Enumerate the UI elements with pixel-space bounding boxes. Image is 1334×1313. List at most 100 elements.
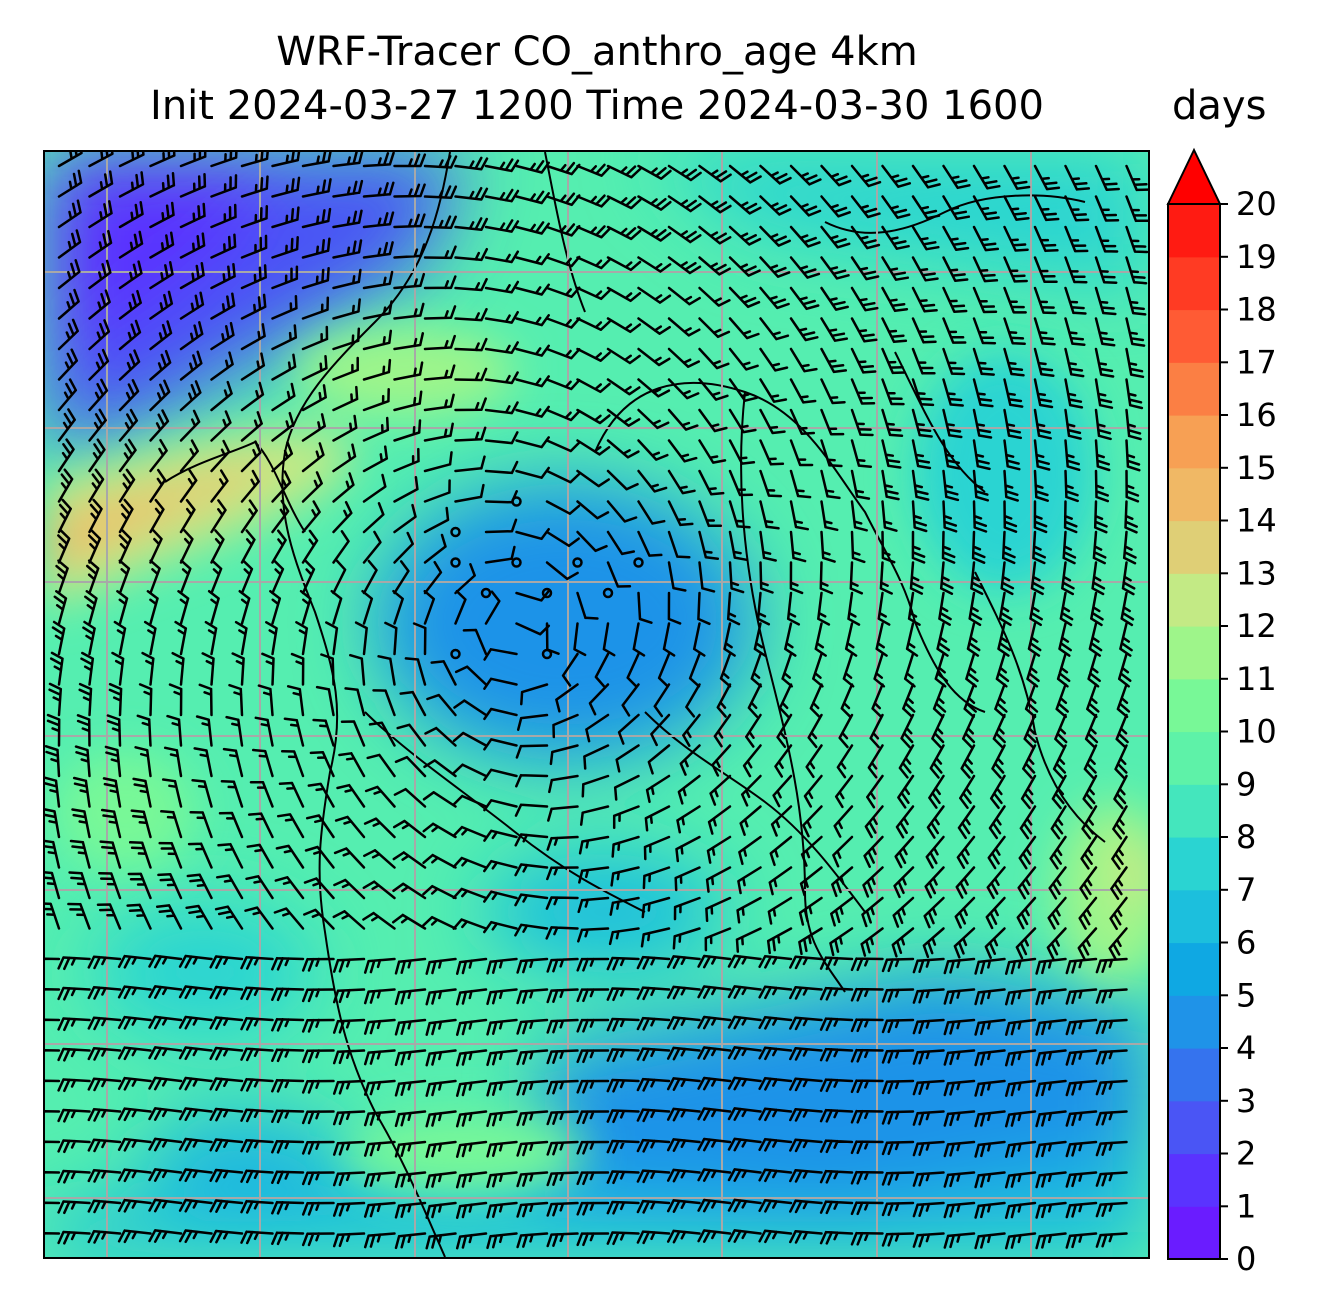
wind-barb xyxy=(547,805,579,822)
wind-barb xyxy=(1094,469,1110,503)
wind-barb xyxy=(486,1232,518,1250)
wind-barb xyxy=(1125,317,1146,347)
wind-barb xyxy=(1094,408,1112,441)
wind-barb xyxy=(271,529,287,564)
wind-barb xyxy=(127,872,152,900)
wind-barb xyxy=(831,866,854,898)
wind-barb xyxy=(697,1198,732,1213)
wind-barb xyxy=(240,1077,274,1092)
wind-barb xyxy=(454,426,487,442)
wind-barb xyxy=(332,910,366,930)
wind-barb xyxy=(772,774,793,808)
wind-barb xyxy=(332,1171,366,1187)
wind-barb xyxy=(576,194,612,208)
wind-barb xyxy=(210,410,232,442)
wind-barb xyxy=(57,408,76,442)
wind-barb xyxy=(650,713,671,747)
wind-barb xyxy=(87,1016,122,1031)
wind-barb xyxy=(57,1139,91,1154)
wind-barb xyxy=(576,500,610,520)
wind-barb xyxy=(483,859,518,873)
wind-barb xyxy=(118,319,142,351)
wind-barb xyxy=(1064,439,1081,472)
wind-barb xyxy=(606,956,640,971)
wind-barb xyxy=(362,387,390,412)
wind-barb xyxy=(1059,591,1074,627)
wind-barb xyxy=(362,329,393,351)
wind-barb xyxy=(546,1232,579,1248)
wind-barb xyxy=(666,1168,701,1183)
wind-barb xyxy=(209,1229,244,1244)
wind-barb xyxy=(573,622,587,657)
wind-barb xyxy=(1000,561,1015,596)
wind-barb xyxy=(363,1110,396,1127)
wind-barb xyxy=(545,192,581,207)
wind-barb xyxy=(1094,347,1115,378)
wind-barb xyxy=(349,653,366,686)
wind-barb xyxy=(394,1110,427,1128)
wind-barb xyxy=(1115,713,1129,749)
wind-barb xyxy=(301,1049,335,1064)
wind-barb xyxy=(758,985,793,1000)
wind-barb xyxy=(117,1046,152,1061)
wind-barb xyxy=(271,152,301,168)
wind-barb xyxy=(786,591,801,626)
wind-barb xyxy=(361,589,374,625)
wind-barb xyxy=(363,817,396,839)
wind-barb xyxy=(789,225,821,248)
wind-barb xyxy=(312,718,335,747)
wind-barb xyxy=(301,500,321,534)
wind-barb xyxy=(727,1076,762,1091)
wind-barb xyxy=(768,866,793,896)
wind-barb xyxy=(1109,896,1128,931)
wind-barb xyxy=(87,1077,122,1092)
wind-barb xyxy=(516,988,549,1005)
wind-barb xyxy=(332,988,366,1004)
wind-barb xyxy=(178,1046,213,1061)
wind-barb xyxy=(515,773,549,788)
wind-barb xyxy=(274,876,305,900)
wind-barb xyxy=(515,466,550,479)
wind-barb xyxy=(422,822,457,839)
wind-barb xyxy=(820,439,843,468)
wind-barb xyxy=(1004,1171,1037,1189)
wind-barb xyxy=(894,835,915,869)
wind-barb xyxy=(758,1229,793,1244)
wind-barb xyxy=(994,683,1008,719)
wind-barb xyxy=(332,1140,366,1156)
wind-barb xyxy=(118,438,137,473)
wind-barb xyxy=(332,356,359,381)
colorbar-tick-label: 1 xyxy=(1236,1187,1256,1225)
wind-barb xyxy=(959,774,976,809)
wind-barb xyxy=(943,1049,976,1066)
wind-barb xyxy=(819,1047,854,1062)
wind-barb xyxy=(974,1201,1006,1219)
wind-barb xyxy=(271,499,290,534)
wind-barb xyxy=(602,622,616,657)
wind-barb xyxy=(869,713,884,749)
wind-barb xyxy=(1004,1140,1037,1158)
wind-barb xyxy=(1032,530,1046,565)
wind-barb xyxy=(1095,1140,1128,1157)
wind-barb xyxy=(758,954,793,969)
wind-barb xyxy=(171,651,185,686)
wind-barb xyxy=(210,292,236,320)
wind-barb xyxy=(1027,622,1042,657)
wind-barb xyxy=(362,473,387,503)
wind-barb xyxy=(636,1077,671,1092)
wind-barb xyxy=(134,746,152,778)
wind-barb xyxy=(240,381,265,412)
wind-barb xyxy=(943,1079,976,1097)
wind-barb xyxy=(739,805,762,836)
wind-barb xyxy=(396,723,427,747)
wind-barb xyxy=(88,259,112,290)
wind-barb xyxy=(1020,774,1037,810)
wind-barb xyxy=(207,589,220,625)
wind-barb xyxy=(1035,1201,1067,1219)
wind-barb xyxy=(1017,866,1037,900)
wind-barb xyxy=(290,652,305,686)
wind-barb xyxy=(636,1138,671,1153)
wind-barb xyxy=(332,530,350,564)
wind-barb xyxy=(1058,622,1072,657)
wind-barb xyxy=(911,469,930,501)
